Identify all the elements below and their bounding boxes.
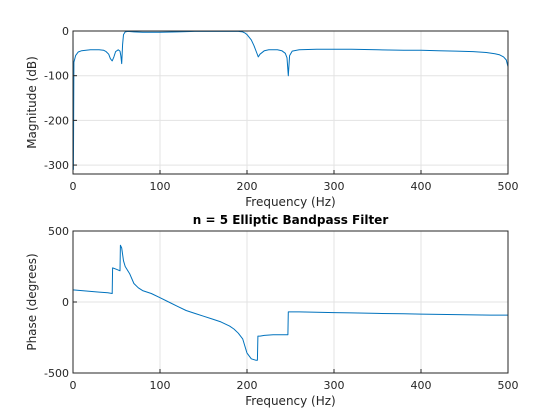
phase-x-tick-label: 400 [411, 379, 432, 392]
phase-x-axis-label: Frequency (Hz) [245, 394, 336, 408]
magnitude-x-tick-label: 100 [150, 180, 171, 193]
magnitude-x-tick-label: 0 [70, 180, 77, 193]
magnitude-x-tick-label: 500 [498, 180, 519, 193]
magnitude-x-tick-label: 400 [411, 180, 432, 193]
phase-x-tick-label: 300 [324, 379, 345, 392]
magnitude-y-axis-label: Magnitude (dB) [25, 56, 39, 149]
magnitude-axes-frame [72, 30, 509, 175]
phase-x-tick-label: 0 [70, 379, 77, 392]
phase-x-tick-label: 500 [498, 379, 519, 392]
phase-x-tick-label: 100 [150, 379, 171, 392]
phase-y-tick-label: -500 [44, 367, 69, 380]
magnitude-grid [73, 31, 508, 174]
magnitude-series-line [72, 30, 509, 170]
phase-axes: n = 5 Elliptic Bandpass Filter 0 100 200 30… [25, 213, 519, 408]
phase-series-line [72, 244, 508, 361]
phase-chart-title: n = 5 Elliptic Bandpass Filter [193, 213, 389, 227]
phase-y-tick-label: 0 [62, 296, 69, 309]
phase-y-tick-label: 500 [48, 225, 69, 238]
magnitude-y-tick-label: -300 [44, 159, 69, 172]
magnitude-y-tick-label: 0 [62, 25, 69, 38]
magnitude-y-tick-label: -100 [44, 70, 69, 83]
phase-x-tick-label: 200 [237, 379, 258, 392]
magnitude-y-tick-label: -200 [44, 114, 69, 127]
magnitude-axes: 0 100 200 300 400 500 -300 -200 -100 0 Frequency … [25, 25, 519, 209]
magnitude-ticks: 0 100 200 300 400 500 -300 -200 -100 0 [44, 25, 518, 193]
magnitude-x-tick-label: 300 [324, 180, 345, 193]
magnitude-x-axis-label: Frequency (Hz) [245, 195, 336, 209]
phase-grid [73, 231, 508, 373]
phase-y-axis-label: Phase (degrees) [25, 253, 39, 350]
magnitude-x-tick-label: 200 [237, 180, 258, 193]
